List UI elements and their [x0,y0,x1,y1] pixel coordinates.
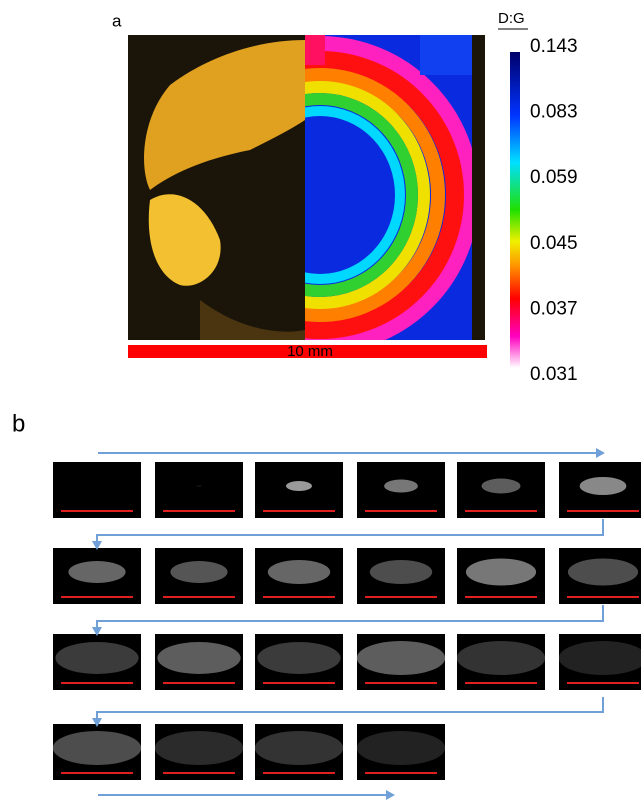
specimen [55,642,138,674]
specimen [286,481,312,491]
colorbar-tick-label: 0.143 [530,36,578,57]
specimen [457,641,545,675]
colorbar-tick-label: 0.045 [530,233,578,254]
specimen [384,480,418,493]
panel-label: a [112,11,122,30]
specimen [255,731,343,765]
colorbar-tick-label: 0.037 [530,298,578,319]
thumbnail [53,462,141,518]
colorbar-title: D:G [498,10,525,27]
specimen [257,642,340,674]
specimen [482,479,521,494]
colorbar-ticks: 0.143 0.083 0.059 0.045 0.037 0.031 [530,36,578,385]
specimen [568,559,638,586]
specimen [580,477,627,495]
scale-label: 10 mm [287,343,333,360]
specimen [170,561,227,583]
specimen [157,642,240,674]
colorbar-tick-label: 0.031 [530,364,578,385]
specimen [155,731,243,765]
specimen [268,560,330,584]
figure: a 10 mm D:G 0.143 0.083 0.059 0.045 0.037 0.0… [0,0,641,801]
colorbar [510,52,520,368]
colorbar-tick-label: 0.083 [530,102,578,123]
panel-label: b [12,410,25,437]
specimen [370,560,432,584]
specimen [466,559,536,586]
thumbnail [155,462,243,518]
specimen [196,485,201,487]
specimen [53,731,141,765]
colorbar-tick-label: 0.059 [530,167,578,188]
specimen [357,731,445,765]
specimen [68,561,125,583]
specimen [357,641,445,675]
